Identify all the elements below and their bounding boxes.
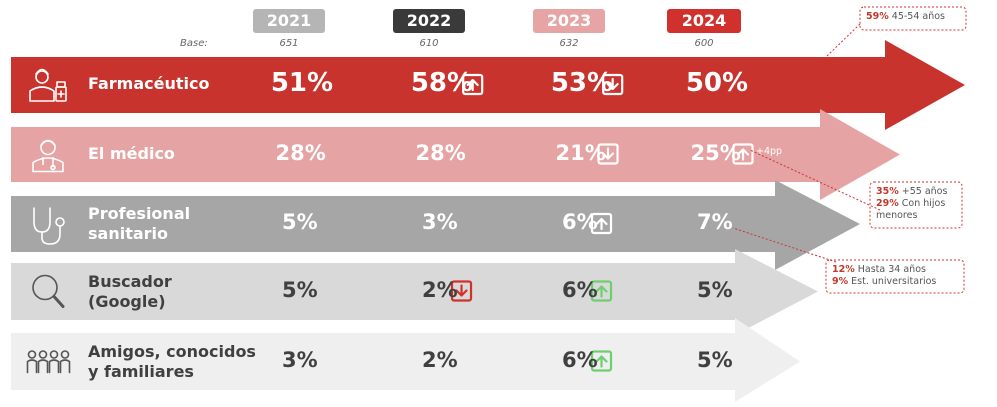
trend-up-icon: [590, 280, 613, 302]
trend-up-icon: [590, 212, 613, 235]
row-label: Profesional sanitario: [88, 204, 191, 243]
value-2023: 53%: [550, 68, 614, 99]
value-2021: 28%: [275, 140, 326, 165]
value-2023: 21%: [555, 140, 606, 165]
value-2022: 2%: [421, 347, 458, 372]
trend-up-icon: [732, 143, 754, 165]
value-2023: 6%: [561, 277, 598, 302]
row-arrow-4: [11, 318, 800, 402]
value-2021: 51%: [270, 68, 334, 99]
year-header-2022: 2022: [393, 9, 465, 33]
stethoscope-icon: [33, 207, 65, 245]
value-2023: 6%: [561, 210, 598, 235]
annotation-text-2: 12% Hasta 34 años 9% Est. universitarios: [832, 264, 962, 288]
doctor-icon: [32, 139, 64, 173]
annotation-text-1: 35% +55 años 29% Con hijos menores: [876, 186, 960, 222]
annotation-text-0: 59% 45-54 años: [866, 11, 964, 23]
row-label: Farmacéutico: [88, 74, 210, 93]
annotation-line: 29% Con hijos menores: [876, 198, 946, 221]
row-arrow-0: [11, 40, 965, 130]
annotation-line: 12% Hasta 34 años: [832, 264, 926, 275]
trend-up-icon: [590, 350, 613, 372]
value-2022: 28%: [415, 140, 466, 165]
annotation-line: 35% +55 años: [876, 186, 948, 197]
base-value-2023: 632: [559, 38, 579, 49]
value-2022: 58%: [410, 68, 474, 99]
base-label: Base:: [180, 38, 208, 49]
annotation-2: [732, 227, 965, 294]
annotation-line: 9% Est. universitarios: [832, 276, 937, 287]
value-2021: 3%: [281, 347, 318, 372]
row-arrow-3: [11, 249, 818, 335]
value-2023: 6%: [561, 347, 598, 372]
note-2024: +4pp: [756, 145, 783, 157]
row-arrow-2: [11, 180, 860, 270]
pharmacist-icon: [29, 68, 67, 102]
annotation-0: [825, 6, 967, 58]
base-value-2022: 610: [419, 38, 439, 49]
row-label: Amigos, conocidos y familiares: [88, 341, 256, 381]
value-2021: 5%: [281, 210, 318, 235]
value-2022: 3%: [421, 210, 458, 235]
base-value-2021: 651: [279, 38, 299, 49]
value-2024: 50%: [685, 68, 749, 99]
value-2024: 5%: [696, 347, 733, 372]
people-icon: [26, 350, 71, 374]
trend-down-icon: [450, 280, 473, 302]
value-2024: 25%: [690, 140, 741, 165]
year-header-2024: 2024: [667, 9, 741, 33]
base-value-2024: 600: [694, 38, 714, 49]
year-header-2023: 2023: [533, 9, 605, 33]
annotation-line: 59% 45-54 años: [866, 11, 945, 22]
value-2022: 2%: [421, 277, 458, 302]
row-arrow-1: [11, 109, 900, 200]
annotation-1: [749, 149, 963, 229]
trend-up-icon: [462, 73, 484, 96]
year-header-2021: 2021: [253, 9, 325, 33]
value-2024: 5%: [696, 277, 733, 302]
search-icon: [32, 274, 65, 308]
value-2021: 5%: [281, 277, 318, 302]
trend-down-icon: [597, 143, 619, 165]
row-label: Buscador (Google): [88, 271, 172, 311]
value-2024: 7%: [696, 210, 733, 235]
trend-down-icon: [602, 73, 624, 96]
row-label: El médico: [88, 143, 175, 163]
